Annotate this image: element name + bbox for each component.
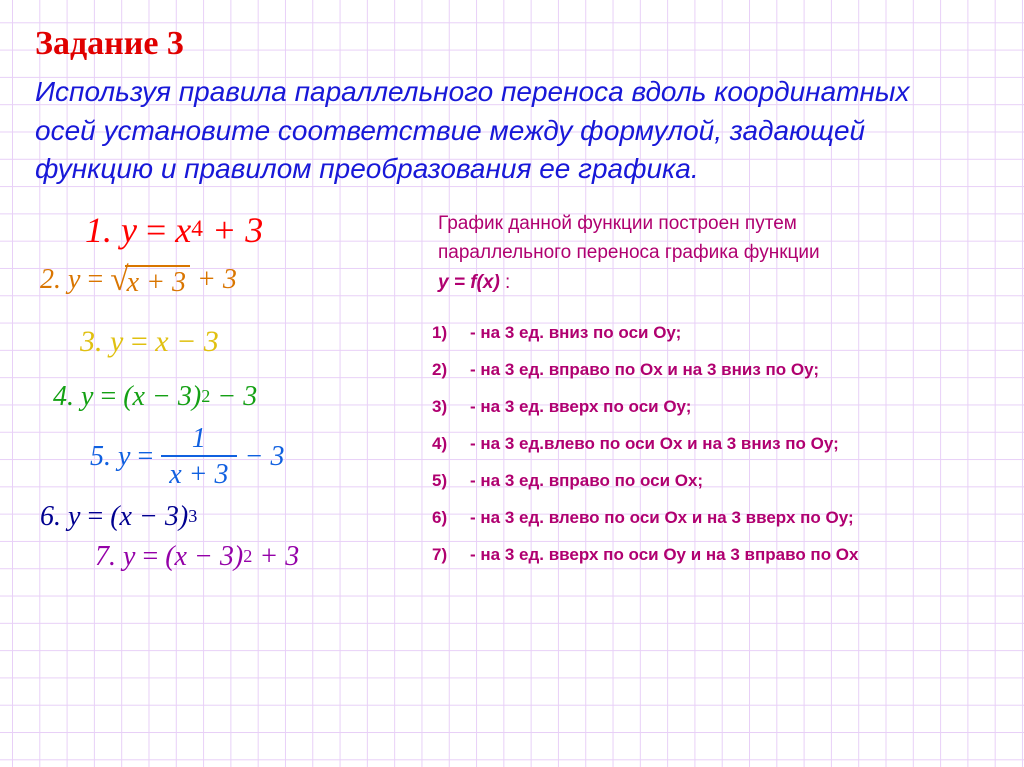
formula-body: x − 3 xyxy=(155,325,219,359)
fraction-num: 1 xyxy=(184,423,214,455)
equals: = xyxy=(137,441,153,473)
formula-lhs: y xyxy=(118,441,130,473)
two-column-area: 1. y = x 4 + 3 2. y = √ xyxy=(35,209,989,582)
formula-body: (x − 3) xyxy=(110,501,188,533)
formula-lhs: y xyxy=(81,381,93,413)
equals: = xyxy=(146,209,166,251)
answer-num: 1) xyxy=(432,323,454,343)
answer-text: - на 3 ед. влево по оси Ох и на 3 вверх … xyxy=(470,508,854,528)
answers-list: 1) - на 3 ед. вниз по оси Оу; 2) - на 3 ед… xyxy=(430,323,989,565)
formula-number: 6. xyxy=(40,501,61,533)
equals: = xyxy=(87,264,103,296)
answer-num: 3) xyxy=(432,397,454,417)
formulas-column: 1. y = x 4 + 3 2. y = √ xyxy=(35,209,405,582)
task-intro: Используя правила параллельного переноса… xyxy=(35,73,965,189)
formula-lhs: y xyxy=(123,541,135,573)
formula-body: (x − 3) xyxy=(165,541,243,573)
answer-item: 6) - на 3 ед. влево по оси Ох и на 3 ввер… xyxy=(432,508,989,528)
formula-body: (x − 3) xyxy=(123,381,201,413)
formula-tail: − 3 xyxy=(245,441,285,473)
formula-2: 2. y = √ x + 3 + 3 xyxy=(40,261,405,299)
formula-3: 3. y = x − 3 xyxy=(80,325,405,359)
answer-item: 3) - на 3 ед. вверх по оси Оу; xyxy=(432,397,989,417)
formula-lhs: y xyxy=(121,209,137,251)
exponent: 3 xyxy=(188,506,197,527)
formula-number: 1. xyxy=(85,209,112,251)
answer-num: 4) xyxy=(432,434,454,454)
equals: = xyxy=(131,325,148,359)
equals: = xyxy=(142,541,158,573)
answer-text: - на 3 ед. вверх по оси Оу; xyxy=(470,397,691,417)
slide-content: Задание 3 Используя правила параллельног… xyxy=(0,0,1024,767)
formula-7: 7. y = (x − 3) 2 + 3 xyxy=(95,541,405,573)
formula-number: 5. xyxy=(90,441,111,473)
exponent: 2 xyxy=(243,546,252,567)
formula-number: 3. xyxy=(80,325,103,359)
formula-tail: − 3 xyxy=(217,381,257,413)
answer-item: 1) - на 3 ед. вниз по оси Оу; xyxy=(432,323,989,343)
formula-tail: + 3 xyxy=(259,541,299,573)
exponent: 4 xyxy=(191,216,203,243)
caption-colon: : xyxy=(500,272,511,293)
answer-item: 4) - на 3 ед.влево по оси Ох и на 3 вниз … xyxy=(432,434,989,454)
equals: = xyxy=(87,501,103,533)
formula-lhs: y xyxy=(68,264,80,296)
formula-1: 1. y = x 4 + 3 xyxy=(85,209,405,251)
formula-lhs: y xyxy=(68,501,80,533)
formula-number: 2. xyxy=(40,264,61,296)
formula-5: 5. y = 1 x + 3 − 3 xyxy=(90,423,405,491)
formula-body: x xyxy=(175,209,191,251)
caption-fx: y = f(x) xyxy=(438,272,500,293)
caption-line2: параллельного переноса графика функции xyxy=(438,242,820,263)
answers-caption: График данной функции построен путем пар… xyxy=(430,209,989,297)
fraction-den: x + 3 xyxy=(161,455,236,491)
exponent: 2 xyxy=(201,386,210,407)
formula-number: 7. xyxy=(95,541,116,573)
answer-num: 2) xyxy=(432,360,454,380)
equals: = xyxy=(100,381,116,413)
answer-text: - на 3 ед. вправо по оси Ох; xyxy=(470,471,703,491)
sqrt: √ x + 3 xyxy=(110,261,190,299)
answer-num: 7) xyxy=(432,545,454,565)
formula-tail: + 3 xyxy=(212,209,263,251)
formula-tail: + 3 xyxy=(197,264,237,296)
fraction: 1 x + 3 xyxy=(161,423,236,491)
answer-num: 6) xyxy=(432,508,454,528)
answer-text: - на 3 ед. вверх по оси Оу и на 3 вправо… xyxy=(470,545,858,565)
answer-text: - на 3 ед. вправо по Ох и на 3 вниз по О… xyxy=(470,360,819,380)
formula-number: 4. xyxy=(53,381,74,413)
caption-line1: График данной функции построен путем xyxy=(438,213,797,234)
formula-lhs: y xyxy=(110,325,123,359)
formula-6: 6. y = (x − 3) 3 xyxy=(40,501,405,533)
task-title: Задание 3 xyxy=(35,25,989,63)
answers-column: График данной функции построен путем пар… xyxy=(420,209,989,582)
answer-num: 5) xyxy=(432,471,454,491)
answer-item: 5) - на 3 ед. вправо по оси Ох; xyxy=(432,471,989,491)
answer-item: 7) - на 3 ед. вверх по оси Оу и на 3 впра… xyxy=(432,545,989,565)
formula-4: 4. y = (x − 3) 2 − 3 xyxy=(53,381,405,413)
answer-text: - на 3 ед.влево по оси Ох и на 3 вниз по… xyxy=(470,434,839,454)
answer-text: - на 3 ед. вниз по оси Оу; xyxy=(470,323,681,343)
sqrt-body: x + 3 xyxy=(125,265,190,299)
answer-item: 2) - на 3 ед. вправо по Ох и на 3 вниз по… xyxy=(432,360,989,380)
